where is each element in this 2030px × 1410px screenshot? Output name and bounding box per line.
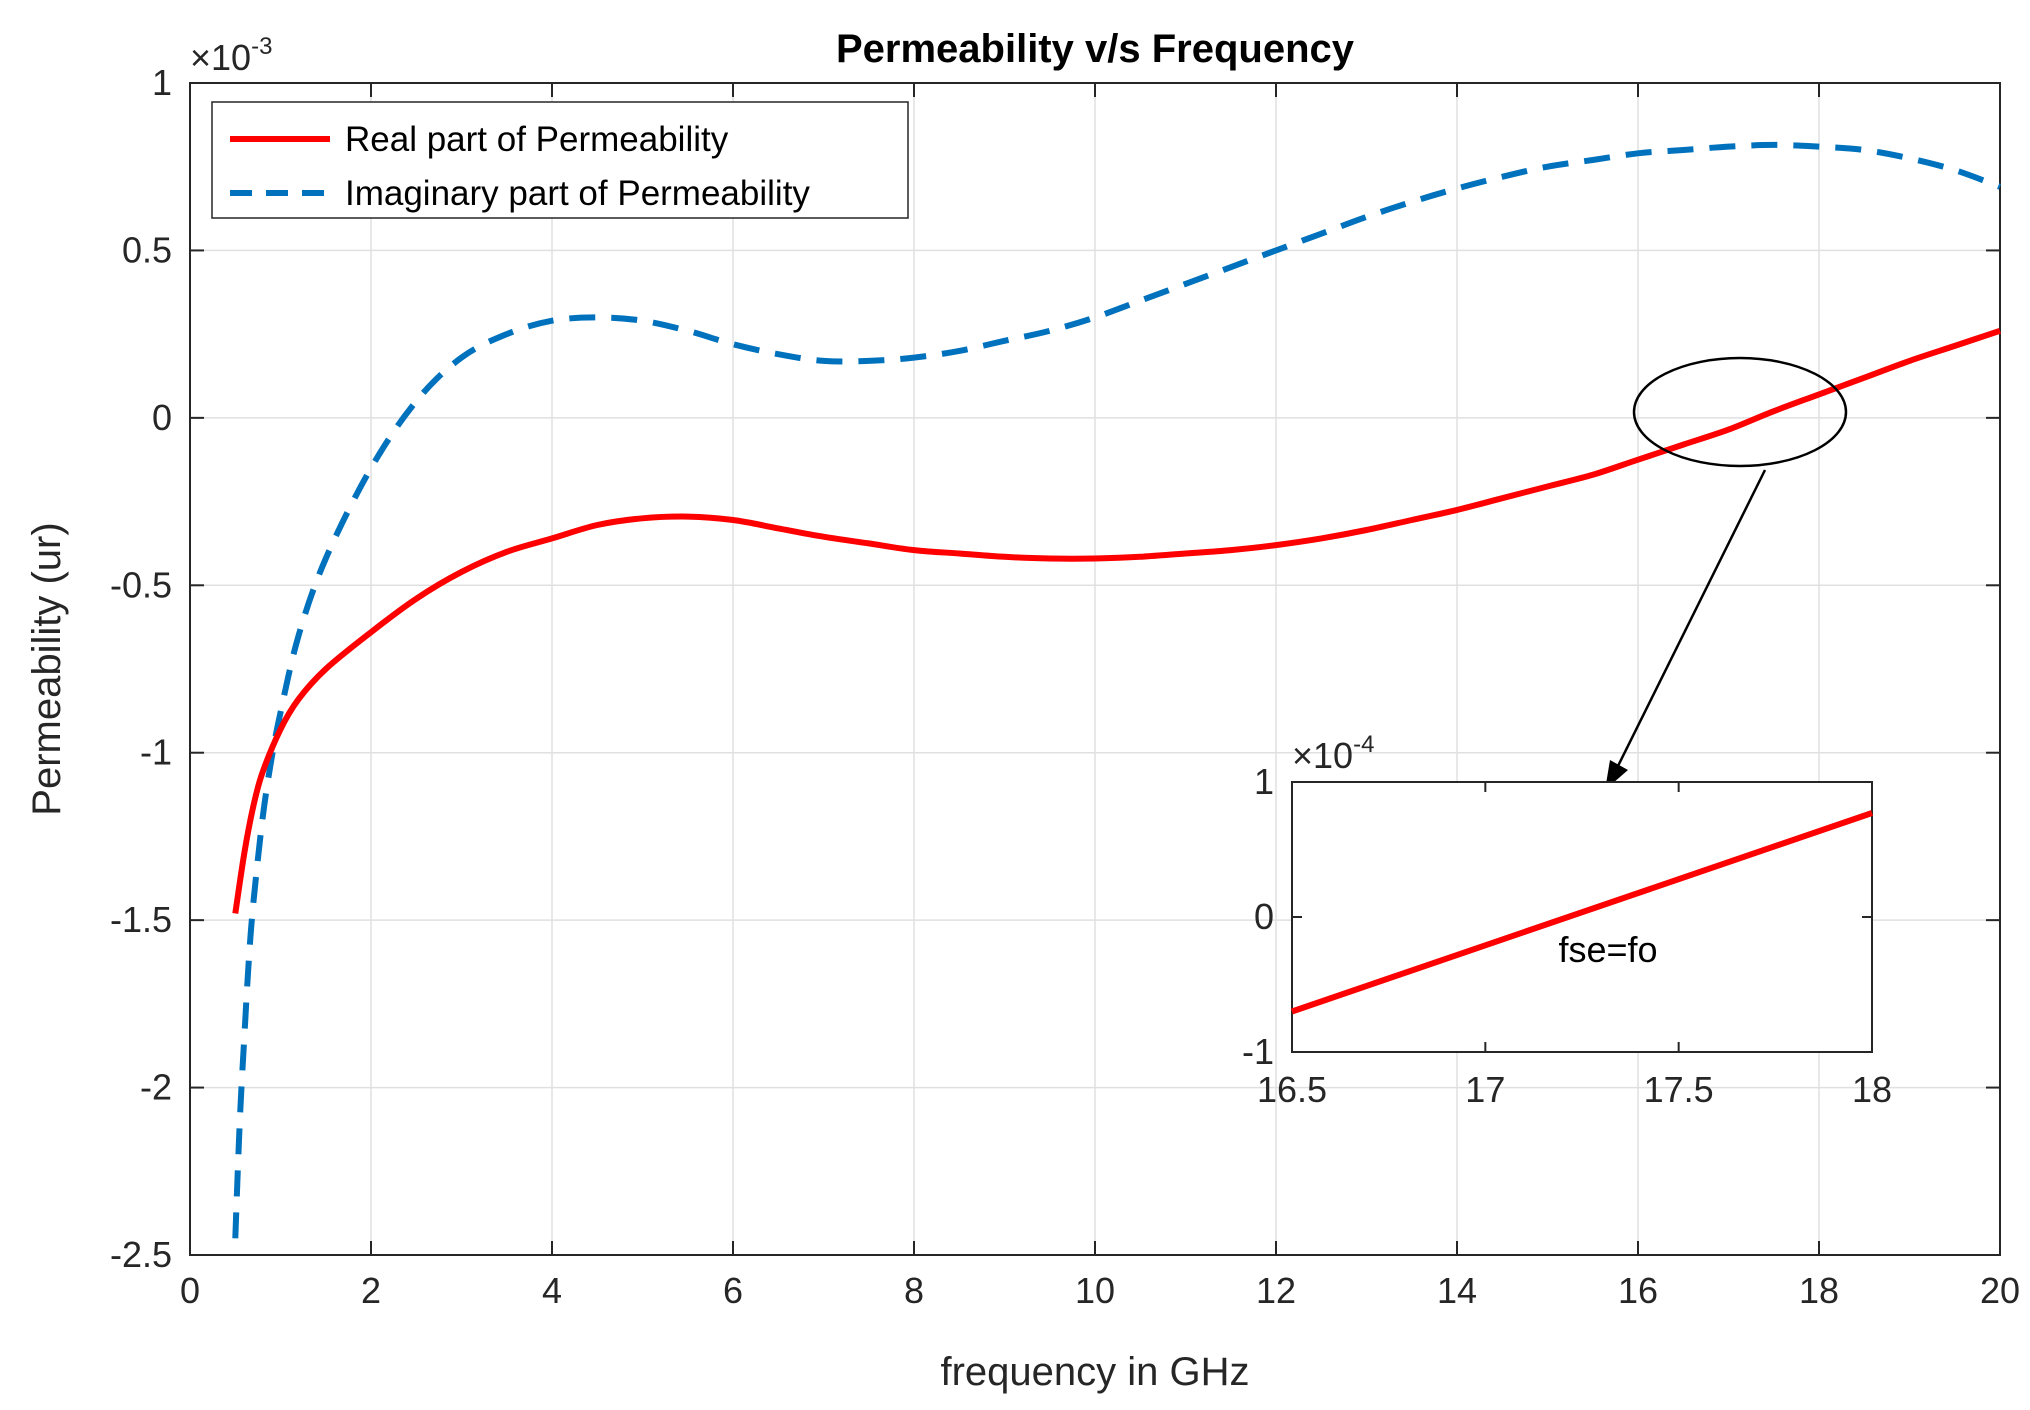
zoom-ellipse [1632,356,1848,468]
inset-series [1291,810,1873,1015]
inset-plot-area [1291,781,1873,1053]
x-tick-label: 14 [1437,1270,1477,1311]
y-tick-label: 0.5 [122,229,172,270]
series-imaginary-line [232,141,2002,1239]
main-ticks [189,82,2001,1256]
legend-box [211,101,909,219]
x-tick-label: 20 [1980,1270,2020,1311]
y-exponent-power: -3 [251,33,272,60]
x-tick-label: 16 [1618,1270,1658,1311]
inset-x-tick-label: 17 [1465,1069,1505,1110]
x-tick-label: 18 [1799,1270,1839,1311]
inset-y-tick-label: -1 [1242,1031,1274,1072]
y-tick-label: -2 [140,1067,172,1108]
inset-annotation: fse=fo [1558,929,1657,970]
x-tick-labels: 0 2 4 6 8 10 12 14 16 18 20 [180,1270,2020,1311]
inset-y-tick-label: 1 [1254,761,1274,802]
y-tick-label: -1 [140,732,172,773]
legend: Real part of Permeability Imaginary part… [211,101,909,219]
inset-series-real-line [1291,810,1873,1015]
y-tick-labels: 1 0.5 0 -0.5 -1 -1.5 -2 -2.5 [110,62,172,1275]
x-tick-label: 10 [1075,1270,1115,1311]
x-tick-label: 2 [361,1270,381,1311]
inset-ticks [1291,781,1873,1053]
inset-x-tick-labels: 16.5 17 17.5 18 [1257,1069,1892,1110]
inset-y-exponent-power: -4 [1353,731,1374,758]
chart-title: Permeability v/s Frequency [836,27,1355,71]
inset-y-tick-label: 0 [1254,896,1274,937]
y-exponent-base: ×10 [190,37,251,78]
zoom-arrow-line [1615,469,1767,769]
inset-x-tick-label: 16.5 [1257,1069,1327,1110]
series-layer [232,141,2002,1239]
series-real-line [232,327,2001,914]
inset-y-exponent: ×10-4 [1292,731,1374,776]
x-tick-label: 8 [904,1270,924,1311]
inset-x-tick-label: 17.5 [1644,1069,1714,1110]
x-tick-label: 6 [723,1270,743,1311]
inset-y-exponent-base: ×10 [1292,735,1353,776]
main-grid [190,83,2000,1255]
y-tick-label: 1 [152,62,172,103]
y-tick-label: 0 [152,397,172,438]
y-exponent: ×10-3 [190,33,272,78]
y-tick-label: -1.5 [110,899,172,940]
y-tick-label: -2.5 [110,1234,172,1275]
x-tick-label: 12 [1256,1270,1296,1311]
y-axis-label: Permeability (ur) [25,522,69,815]
legend-label-real: Real part of Permeability [345,120,729,159]
y-tick-label: -0.5 [110,564,172,605]
x-tick-label: 0 [180,1270,200,1311]
inset-chart: 16.5 17 17.5 18 1 0 -1 ×10-4 fse=fo [1242,731,1892,1110]
inset-x-tick-label: 18 [1852,1069,1892,1110]
legend-label-imaginary: Imaginary part of Permeability [345,174,810,213]
inset-y-tick-labels: 1 0 -1 [1242,761,1274,1072]
x-axis-label: frequency in GHz [940,1350,1249,1394]
x-tick-label: 4 [542,1270,562,1311]
